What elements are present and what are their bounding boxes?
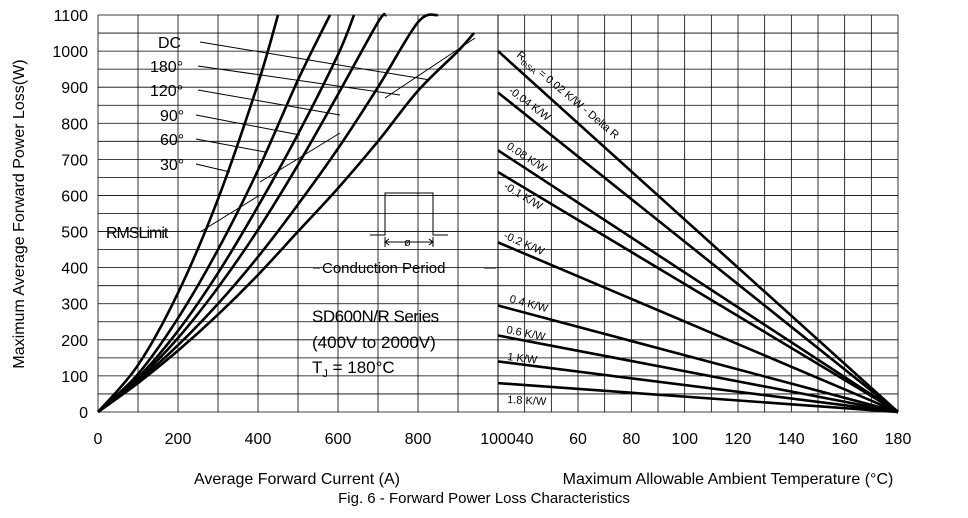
y-tick-label: 400 <box>61 261 88 278</box>
rth-line <box>497 360 899 414</box>
curve-label-120: 120° <box>150 83 183 100</box>
right-curves <box>497 50 899 414</box>
conduction-period-label: Conduction Period <box>322 260 445 277</box>
curve-label-dc: DC <box>158 35 181 52</box>
x-tick-label: 180 <box>885 431 912 448</box>
curve-line <box>97 13 439 414</box>
x-tick-label: 200 <box>165 431 192 448</box>
x-tick-label: 0 <box>94 431 103 448</box>
rth-line <box>497 149 899 414</box>
rth-line <box>497 170 899 414</box>
tick-labels: 0 100 200 300 400 500 600 700 800 900 1000 1100 0 200… <box>52 8 911 448</box>
phi-symbol: ø <box>404 237 411 249</box>
voltage-range: (400V to 2000V) <box>312 333 436 352</box>
x-axis-title-right: Maximum Allowable Ambient Temperature (°… <box>563 471 894 488</box>
rth-label-04: 0.4 K/W <box>508 293 549 315</box>
conduction-period-symbol <box>313 192 496 269</box>
y-tick-label: 1000 <box>52 44 88 61</box>
rth-line <box>497 334 899 414</box>
curve-label-30: 30° <box>160 157 184 174</box>
rth-line <box>497 91 899 414</box>
rth-line <box>497 50 899 413</box>
y-tick-label: 600 <box>61 188 88 205</box>
x-tick-label: 100 <box>671 431 698 448</box>
y-tick-label: 1100 <box>54 8 89 25</box>
x-tick-label: 40 <box>516 431 534 448</box>
curve-line <box>97 14 356 413</box>
x-tick-label: 600 <box>325 431 352 448</box>
x-tick-label: 120 <box>725 431 752 448</box>
y-tick-label: 300 <box>61 297 88 314</box>
y-tick-label: 500 <box>61 225 88 242</box>
x-tick-label: 400 <box>245 431 272 448</box>
x-tick-label: 60 <box>569 431 587 448</box>
rth-line <box>497 241 899 414</box>
rth-line <box>497 381 899 414</box>
rth-label-1: 1 K/W <box>507 351 539 367</box>
rms-limit-label: RMSLimit <box>106 225 169 242</box>
y-tick-label: 0 <box>79 405 88 422</box>
rth-labels: RthSA = 0.02 K/W - Delta R -0.04 K/W 0.0… <box>501 49 621 408</box>
rth-line <box>497 304 899 414</box>
curve-line <box>97 12 387 414</box>
x-tick-label: 140 <box>778 431 805 448</box>
y-axis-title: Maximum Average Forward Power Loss(W) <box>11 59 28 368</box>
x-axis-title-left: Average Forward Current (A) <box>194 471 400 488</box>
curve-label-90: 90° <box>160 108 184 125</box>
y-tick-label: 200 <box>61 333 88 350</box>
figure-caption: Fig. 6 - Forward Power Loss Characterist… <box>338 490 630 507</box>
series-name: SD600N/R Series <box>312 307 439 326</box>
y-tick-label: 800 <box>61 116 88 133</box>
curve-labels: DC 180° 120° 90° 60° 30° <box>150 35 184 174</box>
curve-label-60: 60° <box>160 132 184 149</box>
y-tick-label: 100 <box>61 369 88 386</box>
right-grid <box>497 15 899 412</box>
curve-line <box>97 14 280 413</box>
curve-label-leaders <box>195 37 476 233</box>
rms-limit-annotation: RMSLimit <box>106 225 170 242</box>
x-tick-label: 1000 <box>480 431 516 448</box>
x-tick-label: 80 <box>622 431 640 448</box>
y-tick-label: 900 <box>61 80 88 97</box>
y-tick-label: 700 <box>61 152 88 169</box>
junction-temperature: TJ = 180°C <box>312 358 395 380</box>
rth-label-18: 1.8 K/W <box>507 394 547 408</box>
curve-line <box>97 32 475 414</box>
x-tick-label: 160 <box>831 431 858 448</box>
x-tick-label: 800 <box>405 431 432 448</box>
curve-label-180: 180° <box>150 59 183 76</box>
